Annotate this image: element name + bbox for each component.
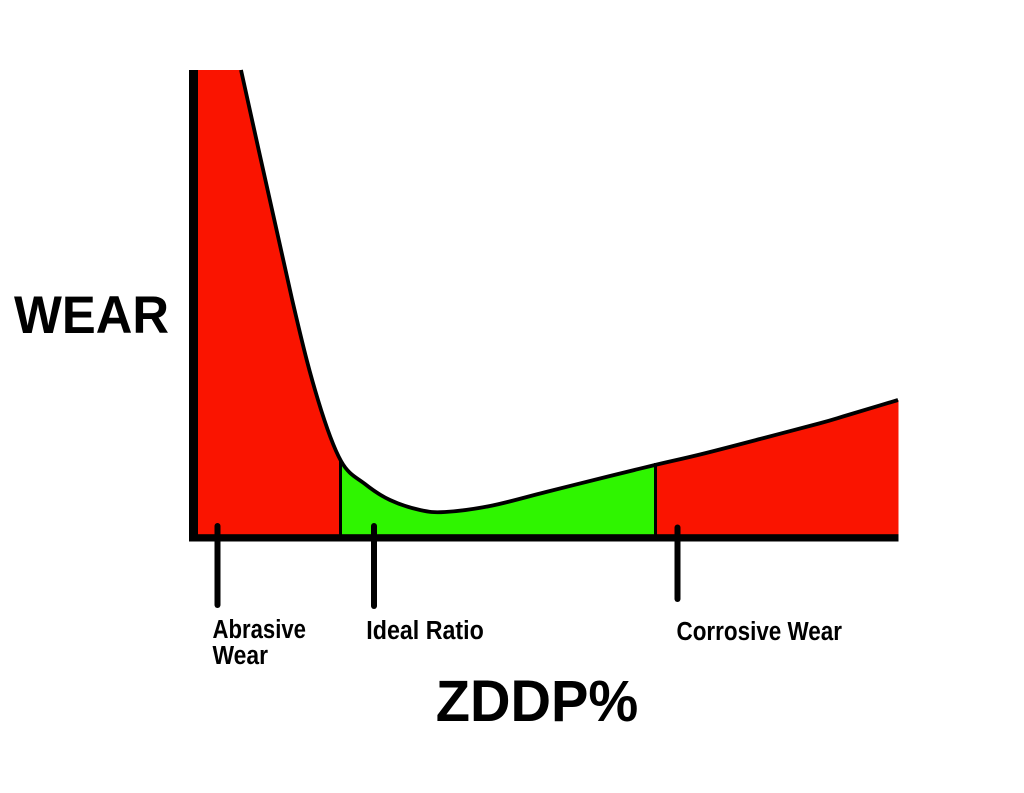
svg-text:ZDDP%: ZDDP% [436, 669, 639, 734]
svg-text:Ideal Ratio: Ideal Ratio [366, 617, 484, 645]
svg-text:Wear: Wear [213, 642, 269, 670]
svg-text:Corrosive Wear: Corrosive Wear [677, 618, 843, 646]
svg-text:Abrasive: Abrasive [213, 616, 307, 644]
svg-text:WEAR: WEAR [14, 286, 169, 345]
